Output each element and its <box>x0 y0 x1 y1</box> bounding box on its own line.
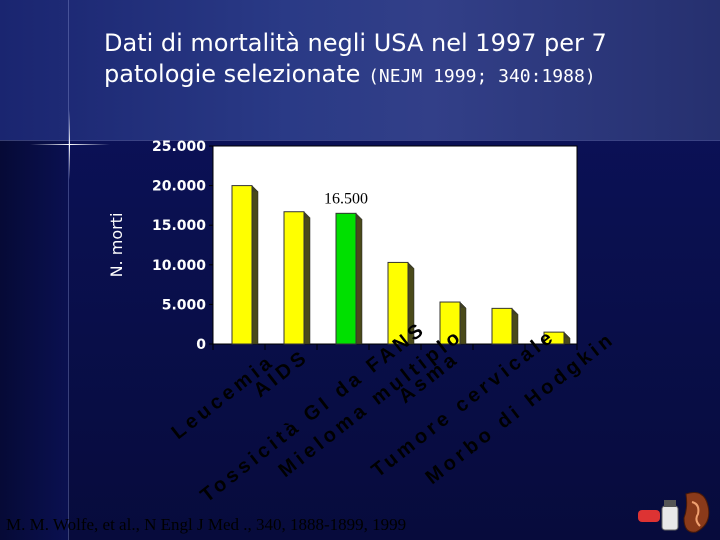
title-banner <box>0 0 720 140</box>
organ-icon <box>683 492 710 533</box>
y-tick-label: 5.000 <box>162 297 207 313</box>
bar-side <box>251 184 259 345</box>
bar <box>387 261 409 345</box>
bar <box>231 185 253 345</box>
title-line-2-text: patologie selezionate <box>104 60 361 88</box>
title-source: (NEJM 1999; 340:1988) <box>368 66 596 87</box>
left-band <box>0 140 68 540</box>
decor-horizontal-line <box>0 140 720 141</box>
y-tick-label: 15.000 <box>152 218 206 234</box>
bar <box>543 331 565 345</box>
decor-vertical-line <box>68 0 69 540</box>
slide-title: Dati di mortalità negli USA nel 1997 per… <box>104 28 664 92</box>
medical-clipart-icon <box>638 492 710 533</box>
organ-detail-icon <box>691 501 701 527</box>
y-axis-label: N. morti <box>107 213 126 278</box>
bar <box>439 301 461 345</box>
citation-footer: M. M. Wolfe, et al., N Engl J Med ., 340… <box>6 515 407 534</box>
y-tick-label: 10.000 <box>152 258 206 274</box>
bottle-cap-icon <box>664 500 676 507</box>
title-line-1: Dati di mortalità negli USA nel 1997 per… <box>104 29 607 57</box>
data-label: 16.500 <box>324 190 368 207</box>
sparkle-horizontal <box>30 144 110 145</box>
bottle-icon <box>661 505 679 531</box>
bar-side <box>355 212 363 345</box>
bar <box>335 212 357 345</box>
category-label: Tossicità GI da FANS <box>197 317 431 507</box>
y-tick-label: 25.000 <box>152 139 206 155</box>
bar <box>491 307 513 345</box>
sparkle-vertical <box>69 110 70 180</box>
y-tick-label: 20.000 <box>152 179 206 195</box>
bar <box>283 211 305 345</box>
y-tick-label: 0 <box>196 337 206 353</box>
bar-side <box>303 211 311 345</box>
pill-icon <box>638 510 660 522</box>
title-line-2: patologie selezionate (NEJM 1999; 340:19… <box>104 59 664 92</box>
